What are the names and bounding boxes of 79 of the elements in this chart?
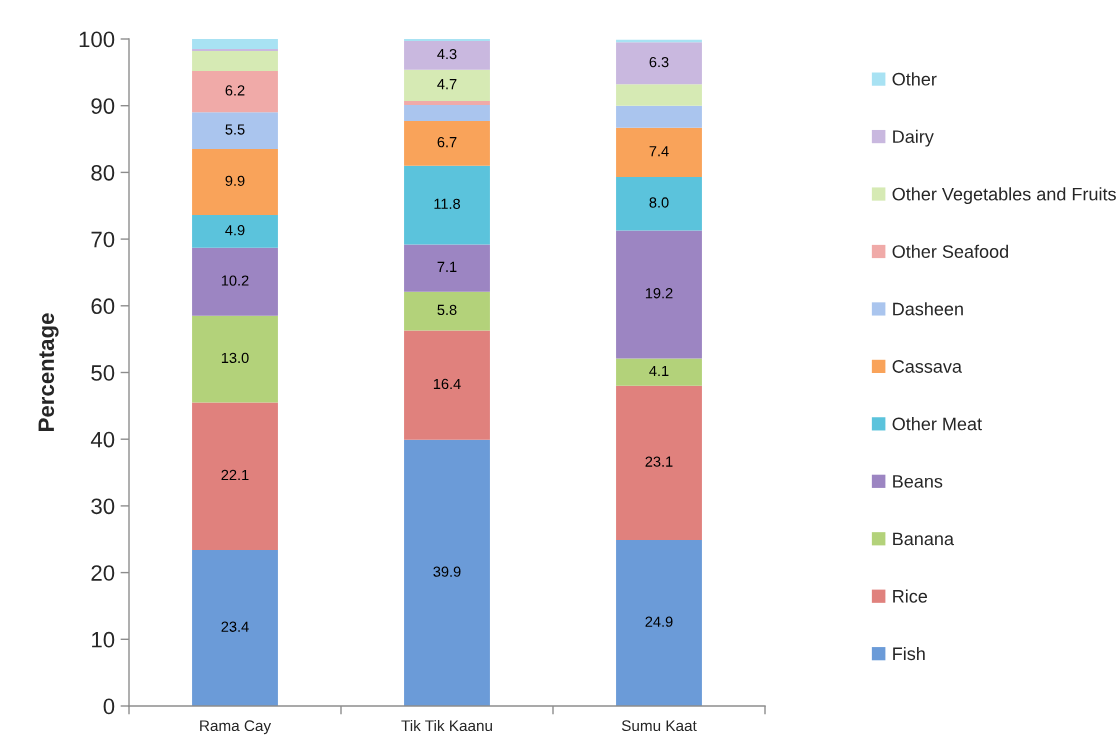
bar [404, 41, 490, 70]
data-label: 4.9 [225, 225, 245, 236]
y-tick-label: 50 [91, 365, 115, 381]
legend-label: Other Vegetables and Fruits [892, 187, 1116, 205]
bar [616, 127, 702, 178]
y-tick-label: 40 [90, 431, 115, 448]
data-label: 23.4 [221, 621, 249, 632]
bar [192, 549, 278, 706]
data-label: 5.5 [225, 124, 245, 135]
bar [404, 244, 490, 292]
data-label: 9.9 [225, 175, 245, 186]
legend-label: Fish [893, 646, 925, 661]
bar [616, 105, 702, 128]
x-tick-label: Tik Tik Kaanu [401, 719, 492, 732]
bar [616, 539, 702, 706]
bar [404, 101, 490, 106]
data-label: 7.1 [437, 261, 457, 272]
bar [616, 84, 702, 106]
data-label: 19.2 [645, 288, 673, 299]
bar [404, 439, 490, 706]
y-tick-label: 100 [79, 31, 115, 48]
bar [192, 39, 278, 49]
data-label: 13.0 [221, 352, 249, 364]
bar [192, 149, 278, 216]
bar [192, 402, 278, 550]
bar [616, 177, 702, 231]
y-tick-label: 0 [103, 698, 115, 715]
data-label: 6.3 [649, 56, 669, 68]
data-label: 10.2 [221, 275, 249, 286]
y-tick-label: 10 [92, 631, 115, 648]
bar [616, 230, 702, 359]
data-label: 39.9 [433, 566, 461, 577]
y-tick-label: 90 [91, 98, 115, 114]
bar [192, 215, 278, 248]
data-label: 7.4 [649, 146, 669, 157]
data-label: 24.9 [645, 616, 673, 627]
bar [192, 49, 278, 52]
legend-label: Rice [893, 589, 928, 603]
x-tick-label: Rama Cay [200, 720, 272, 735]
bar [192, 247, 278, 316]
y-tick-label: 70 [91, 231, 115, 248]
data-label: 6.2 [225, 85, 245, 96]
x-tick-label: Sumu Kaat [621, 720, 697, 732]
bar [192, 71, 278, 113]
bar [404, 330, 490, 440]
legend-label: Cassava [892, 360, 962, 373]
data-label: 16.4 [433, 378, 461, 390]
y-axis-title: Percentage [38, 313, 59, 431]
bar [404, 121, 490, 166]
bar [404, 291, 490, 331]
bar [404, 165, 490, 245]
y-tick-label: 20 [91, 565, 115, 581]
data-label: 23.1 [645, 456, 673, 467]
bar [404, 105, 490, 122]
y-tick-label: 80 [91, 164, 115, 181]
data-label: 6.7 [437, 136, 457, 148]
bar [616, 358, 702, 386]
data-label: 8.0 [649, 197, 669, 208]
y-tick-label: 60 [91, 298, 115, 315]
bar [192, 315, 278, 403]
legend-label: Other [892, 72, 937, 86]
bar [404, 69, 490, 102]
data-label: 4.1 [649, 365, 669, 376]
legend-label: Dairy [893, 129, 934, 147]
bar [616, 42, 702, 85]
legend-label: Dasheen [893, 302, 963, 316]
y-tick-label: 30 [91, 498, 115, 515]
bar [616, 385, 702, 540]
bar [192, 112, 278, 150]
data-label: 11.8 [434, 198, 461, 209]
legend-label: Other Seafood [892, 244, 1008, 258]
data-label: 4.7 [437, 79, 457, 90]
legend-label: Beans [893, 475, 943, 488]
data-label: 4.3 [437, 48, 457, 60]
data-label: 5.8 [437, 304, 457, 316]
legend-label: Other Meat [892, 417, 982, 431]
data-label: 22.1 [221, 469, 249, 480]
bar [192, 51, 278, 72]
legend-label: Banana [893, 532, 954, 546]
